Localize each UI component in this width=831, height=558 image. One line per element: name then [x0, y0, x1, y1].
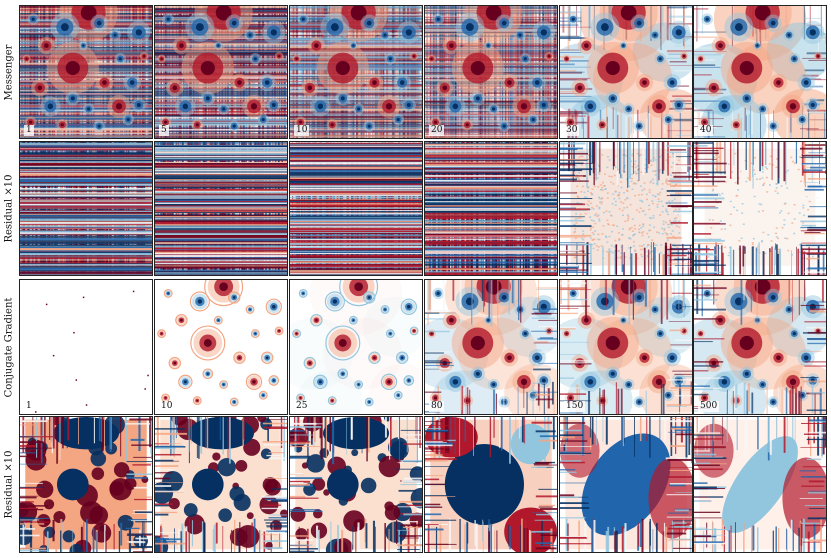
- iteration-label: 10: [294, 125, 310, 136]
- panel-image: [694, 6, 826, 138]
- panel-conjugate-gradient-1: 1: [19, 279, 153, 415]
- iteration-label: 80: [429, 401, 445, 412]
- panel-conjugate-gradient-5: 150: [559, 279, 693, 415]
- panel-messenger-6: 40: [693, 5, 827, 139]
- row-label-text: Residual ×10: [3, 174, 15, 243]
- panel-messenger-5: 30: [559, 5, 693, 139]
- panel-cg-residual-1: [19, 416, 153, 553]
- iteration-label: 20: [429, 125, 445, 136]
- iteration-label: 5: [159, 125, 169, 136]
- iteration-label: 500: [698, 401, 720, 412]
- panel-messenger-residual-6: [693, 141, 827, 276]
- panel-messenger-4: 20: [424, 5, 558, 139]
- panel-image: [425, 6, 557, 138]
- iteration-label: 1: [24, 401, 34, 412]
- panel-messenger-residual-5: [559, 141, 693, 276]
- row-label-messenger-residual: Residual ×10: [0, 141, 18, 276]
- panel-conjugate-gradient-4: 80: [424, 279, 558, 415]
- panel-image: [425, 417, 557, 552]
- panel-image: [155, 417, 287, 552]
- panel-conjugate-gradient-3: 25: [289, 279, 423, 415]
- panel-cg-residual-4: [424, 416, 558, 553]
- panel-image: [425, 280, 557, 414]
- iteration-label: 40: [698, 125, 714, 136]
- panel-image: [694, 417, 826, 552]
- panel-cg-residual-3: [289, 416, 423, 553]
- panel-image: [425, 142, 557, 275]
- iteration-label: 1: [24, 125, 34, 136]
- panel-image: [155, 142, 287, 275]
- panel-conjugate-gradient-6: 500: [693, 279, 827, 415]
- panel-messenger-residual-3: [289, 141, 423, 276]
- panel-messenger-1: 1: [19, 5, 153, 139]
- panel-image: [290, 6, 422, 138]
- panel-image: [155, 280, 287, 414]
- panel-image: [560, 142, 692, 275]
- panel-image: [560, 280, 692, 414]
- panel-cg-residual-2: [154, 416, 288, 553]
- panel-image: [20, 6, 152, 138]
- row-label-text: Conjugate Gradient: [3, 297, 15, 397]
- panel-cg-residual-5: [559, 416, 693, 553]
- panel-image: [20, 142, 152, 275]
- panel-image: [155, 6, 287, 138]
- panel-image: [694, 142, 826, 275]
- row-label-text: Messenger: [3, 44, 15, 100]
- iteration-label: 10: [159, 401, 175, 412]
- panel-image: [20, 280, 152, 414]
- row-label-conjugate-gradient: Conjugate Gradient: [0, 279, 18, 415]
- panel-image: [560, 417, 692, 552]
- row-label-text: Residual ×10: [3, 450, 15, 519]
- panel-messenger-3: 10: [289, 5, 423, 139]
- panel-conjugate-gradient-2: 10: [154, 279, 288, 415]
- row-label-messenger: Messenger: [0, 5, 18, 139]
- panel-image: [290, 142, 422, 275]
- panel-image: [290, 280, 422, 414]
- panel-messenger-residual-2: [154, 141, 288, 276]
- iteration-label: 25: [294, 401, 310, 412]
- panel-image: [20, 417, 152, 552]
- iteration-label: 30: [564, 125, 580, 136]
- panel-messenger-residual-4: [424, 141, 558, 276]
- panel-messenger-residual-1: [19, 141, 153, 276]
- panel-messenger-2: 5: [154, 5, 288, 139]
- row-label-cg-residual: Residual ×10: [0, 416, 18, 553]
- panel-image: [290, 417, 422, 552]
- iteration-label: 150: [564, 401, 586, 412]
- panel-image: [694, 280, 826, 414]
- panel-image: [560, 6, 692, 138]
- panel-cg-residual-6: [693, 416, 827, 553]
